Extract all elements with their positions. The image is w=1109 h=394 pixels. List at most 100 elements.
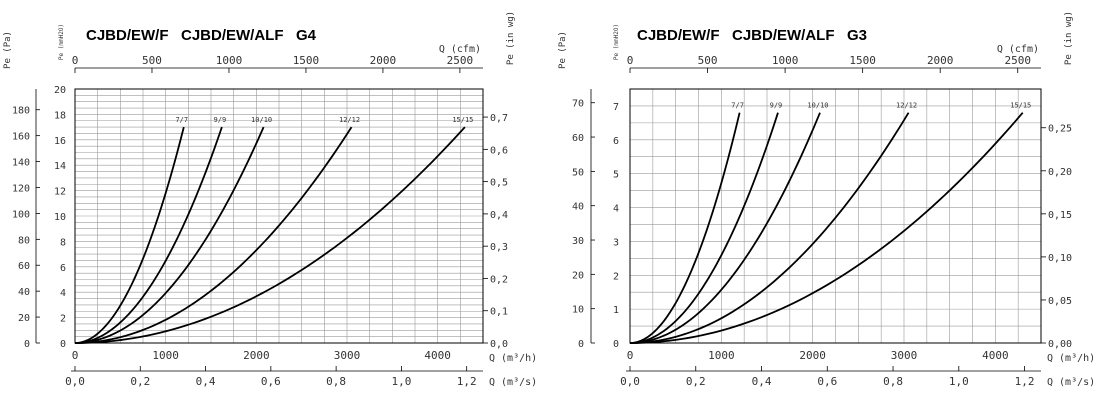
tick-label-mmh2o: 12: [54, 187, 66, 198]
tick-label-pa: 0: [578, 339, 584, 350]
tick-label-pa: 20: [572, 270, 584, 281]
tick-label-mmh2o: 18: [54, 110, 66, 121]
tick-label-m3h: 0: [72, 349, 79, 362]
tick-label-m3h: 3000: [334, 349, 361, 362]
axis-label-cfm: Q (cfm): [439, 44, 481, 55]
tick-label-pa: 140: [12, 158, 30, 169]
axis-label-mmh2o: Pe (mmH2O): [58, 24, 65, 60]
curve-label: 15/15: [452, 116, 473, 124]
plot-frame: [629, 88, 1042, 344]
tick-label-inwg: 0,2: [490, 274, 508, 285]
curve-12-12: [629, 112, 910, 344]
tick-label-mmh2o: 16: [54, 136, 66, 147]
tick-label-cfm: 1000: [772, 54, 799, 67]
curve-label: 7/7: [731, 102, 744, 110]
curve-10-10: [629, 112, 821, 344]
tick-label-inwg: 0,6: [490, 145, 508, 156]
plot-frame: [74, 88, 484, 344]
tick-label-mmh2o: 4: [60, 288, 66, 299]
tick-label-pa: 60: [18, 261, 30, 272]
tick-label-mmh2o: 10: [54, 212, 66, 223]
tick-label-m3h: 1000: [152, 349, 179, 362]
tick-label-m3s: 0,2: [686, 375, 706, 388]
tick-label-pa: 100: [12, 209, 30, 220]
tick-label-pa: 80: [18, 235, 30, 246]
curve-9-9: [74, 126, 223, 344]
tick-label-inwg: 0,5: [490, 178, 508, 189]
axis-label-m3h: Q (m³/h): [1047, 353, 1095, 364]
tick-label-cfm: 2500: [1004, 54, 1031, 67]
tick-label-pa: 40: [18, 287, 30, 298]
curve-15-15: [629, 112, 1024, 344]
tick-label-pa: 180: [12, 106, 30, 117]
tick-label-cfm: 2000: [927, 54, 954, 67]
curve-9-9: [629, 112, 779, 344]
axis-label-m3s: Q (m³/s): [1047, 377, 1095, 388]
axis-label-m3s: Q (m³/s): [489, 377, 537, 388]
tick-label-mmh2o: 1: [613, 305, 619, 316]
tick-label-mmh2o: 0: [613, 339, 619, 350]
tick-label-cfm: 2500: [447, 54, 474, 67]
tick-label-m3h: 4000: [424, 349, 451, 362]
tick-label-m3s: 0,6: [261, 375, 281, 388]
tick-label-m3h: 4000: [982, 349, 1009, 362]
tick-label-m3s: 0,4: [752, 375, 772, 388]
axis-label-mmh2o: Pe (mmH2O): [613, 24, 620, 60]
tick-label-cfm: 1000: [216, 54, 243, 67]
tick-label-m3s: 0,4: [196, 375, 216, 388]
tick-label-m3s: 1,2: [1015, 375, 1035, 388]
tick-label-m3h: 2000: [799, 349, 826, 362]
tick-label-cfm: 0: [627, 54, 634, 67]
tick-label-inwg: 0,10: [1048, 253, 1072, 264]
tick-label-m3h: 3000: [891, 349, 918, 362]
tick-label-m3s: 0,8: [883, 375, 903, 388]
curve-7-7: [629, 112, 741, 344]
tick-label-inwg: 0,25: [1048, 124, 1072, 135]
curve-label: 7/7: [175, 116, 188, 124]
curve-10-10: [74, 126, 265, 344]
chart-g3: CJBD/EW/F CJBD/EW/ALF G3 010203040506070…: [558, 11, 1095, 388]
tick-label-pa: 10: [572, 305, 584, 316]
tick-label-inwg: 0,20: [1048, 167, 1072, 178]
chart-title: CJBD/EW/F CJBD/EW/ALF G3: [637, 27, 867, 44]
tick-label-inwg: 0,7: [490, 113, 508, 124]
tick-label-mmh2o: 6: [60, 263, 66, 274]
axis-label-cfm: Q (cfm): [997, 44, 1039, 55]
tick-label-inwg: 0,05: [1048, 296, 1072, 307]
tick-label-m3s: 1,2: [457, 375, 477, 388]
axis-label-inwg: Pe (in wg): [506, 11, 516, 65]
curve-label: 15/15: [1010, 102, 1031, 110]
tick-label-m3s: 1,0: [391, 375, 411, 388]
tick-label-pa: 160: [12, 132, 30, 143]
tick-label-mmh2o: 2: [60, 314, 66, 325]
curve-label: 12/12: [896, 102, 917, 110]
curve-label: 10/10: [251, 116, 272, 124]
tick-label-cfm: 500: [142, 54, 162, 67]
axis-label-inwg: Pe (in wg): [1064, 11, 1074, 65]
chart-g4: CJBD/EW/F CJBD/EW/ALF G4 020406080100120…: [3, 11, 537, 388]
tick-label-cfm: 2000: [370, 54, 397, 67]
tick-label-pa: 120: [12, 183, 30, 194]
tick-label-pa: 50: [572, 167, 584, 178]
tick-label-inwg: 0,0: [490, 339, 508, 350]
tick-label-m3s: 0,6: [817, 375, 837, 388]
grid: [629, 88, 1042, 344]
tick-label-pa: 40: [572, 202, 584, 213]
axis-label-pa: Pe (Pa): [558, 31, 568, 69]
tick-label-m3h: 0: [627, 349, 634, 362]
tick-label-mmh2o: 8: [60, 237, 66, 248]
tick-label-m3h: 2000: [243, 349, 270, 362]
curve-12-12: [74, 126, 353, 344]
tick-label-cfm: 1500: [293, 54, 320, 67]
curve-label: 9/9: [214, 116, 227, 124]
curve-15-15: [74, 126, 466, 344]
tick-label-m3s: 1,0: [949, 375, 969, 388]
tick-label-inwg: 0,1: [490, 307, 508, 318]
chart-title: CJBD/EW/F CJBD/EW/ALF G4: [86, 27, 317, 44]
tick-label-mmh2o: 6: [613, 136, 619, 147]
tick-label-pa: 60: [572, 133, 584, 144]
tick-label-pa: 30: [572, 236, 584, 247]
tick-label-m3h: 1000: [708, 349, 735, 362]
tick-label-m3s: 0,0: [65, 375, 85, 388]
